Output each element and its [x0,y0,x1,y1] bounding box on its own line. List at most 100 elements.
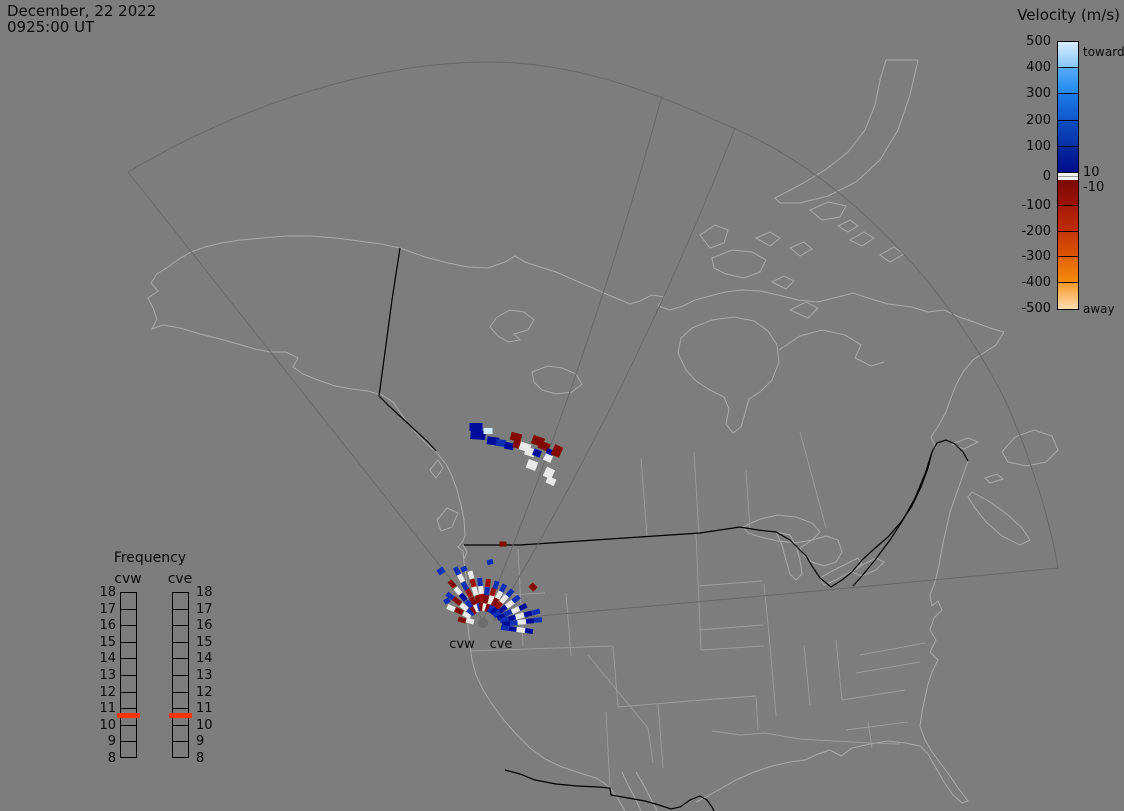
velocity-cell [489,606,499,616]
velocity-cell [487,594,495,606]
frequency-panel: Frequency cvw cve 18 18 17 17 16 16 15 15 14 14 13… [90,550,220,768]
velocity-cell [470,429,486,441]
velocity-cell [516,626,526,634]
velocity-cell [533,617,543,623]
frequency-cell [173,693,188,710]
island-southampton [788,301,819,319]
frequency-cell [173,643,188,660]
border-alaska-canada [378,247,437,452]
colorbar-segment-toward [1058,146,1078,173]
state-province-borders [467,431,926,789]
island-king-william [770,275,795,290]
colorbar-tick-label: 300 [1026,86,1051,102]
frequency-cell [121,709,136,726]
great-slave-lake [531,365,583,395]
puget-sound [462,544,468,560]
colorbar-tick-label: -200 [1021,223,1051,239]
velocity-cell [523,610,533,618]
frequency-cell [121,643,136,660]
velocity-cell [537,440,551,452]
velocity-cell [464,599,474,609]
radar-site-dot [478,618,488,628]
colorbar-segment-away [1058,231,1078,258]
velocity-cell [496,612,506,622]
velocity-cell [495,438,507,448]
island-baffin [774,59,919,204]
velocity-cell [484,586,490,596]
velocity-cell [498,604,508,614]
velocity-cell [486,558,494,566]
island-prince-of-wales [754,231,781,247]
island-banks [699,224,729,249]
coastline-west-alaska-arctic [147,235,1005,811]
frequency-cell [121,659,136,676]
great-bear-lake [489,309,535,343]
time-text: 0925:00 UT [7,18,95,36]
velocity-cell [485,578,491,588]
velocity-cell [492,580,500,590]
velocity-colorbar-title: Velocity (m/s) [1017,6,1120,24]
velocity-cell [466,607,476,617]
lake-erie [819,557,863,586]
velocity-cell [468,596,478,606]
velocity-cell [462,611,472,619]
velocity-cell [467,570,475,580]
velocity-cell [483,594,489,604]
velocity-cell [453,586,463,596]
velocity-cell [509,620,519,626]
velocity-cell [532,448,542,458]
velocity-cell [505,588,515,598]
velocity-cell [542,453,554,463]
colorbar-tick-label: 400 [1026,60,1051,76]
velocity-cell [454,607,464,615]
frequency-tick-label: 11 [196,701,213,717]
velocity-cell [499,541,507,547]
velocity-cell [465,617,475,625]
velocity-cell [457,616,467,624]
frequency-tick-label: 12 [196,684,213,700]
velocity-cell [518,602,528,612]
colorbar-tick-label: 500 [1026,34,1051,49]
island-foxe-1 [848,231,875,247]
velocity-cell [545,475,557,487]
colorbar-segment-away [1058,283,1078,309]
frequency-tick-label: 17 [196,601,213,617]
velocity-cell [524,627,534,635]
velocity-cell [498,583,508,593]
island-devon [809,201,847,221]
radar-site-label-cvw: cvw [449,637,475,652]
velocity-cell [503,441,515,451]
velocity-cell [469,423,483,431]
colorbar-segment-away [1058,205,1078,232]
colorbar-tick-label: 100 [1026,138,1051,154]
coastline-hudson-bay [677,316,780,434]
frequency-tick-label: 13 [196,668,213,683]
island-victoria [711,249,767,279]
velocity-cell [489,587,497,597]
colorbar-tick-label: 0 [1042,168,1051,184]
date-text: December, 22 2022 [7,2,157,20]
velocity-cell [509,431,523,443]
island-small-arctic [836,219,859,233]
colorbar-segment-toward [1058,68,1078,95]
coastlines [147,59,1059,811]
lake-michigan [775,531,803,581]
frequency-cell [173,593,188,610]
velocity-cell [477,577,483,587]
velocity-cell [478,585,484,595]
velocity-cell [508,625,518,633]
radar-fov-outlines [127,61,1059,621]
frequency-column-label-cvw: cvw [114,571,142,587]
frequency-cell [121,726,136,743]
velocity-cell [500,624,510,632]
velocity-cell [464,587,474,599]
velocity-cell [451,596,463,606]
island-pei [984,473,1005,484]
gulf-of-california-east [635,771,658,811]
colorbar-segment-away [1058,257,1078,284]
threshold-upper-label: 10 [1083,165,1100,180]
radar-site-label-cve: cve [489,637,513,652]
frequency-tick-label: 14 [196,651,213,667]
velocity-cell [486,604,496,614]
